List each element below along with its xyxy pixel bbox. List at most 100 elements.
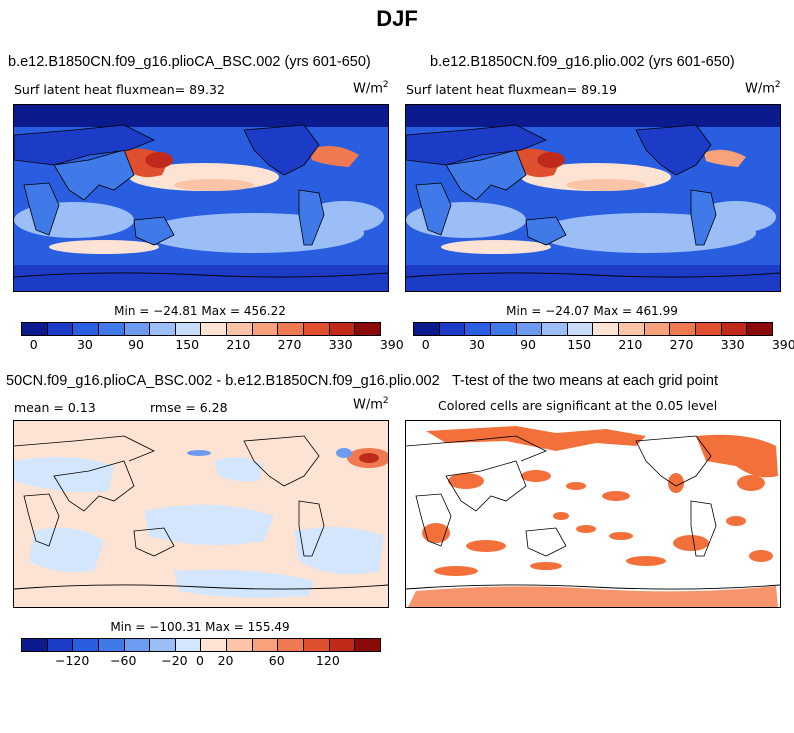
southern-warm-band: [49, 240, 159, 254]
colorbar-tick-label: 210: [226, 337, 251, 352]
australia-coast: [525, 527, 567, 557]
colorbar-ticks-top-right: 0 30 90 150 210 270 330 390: [413, 337, 794, 352]
antarctica-coast: [406, 272, 780, 278]
south-atlantic-band: [304, 201, 384, 233]
diff-negative-6: [214, 457, 264, 482]
colorbar-swatch: [304, 639, 330, 651]
colorbar-tick-label: −60: [110, 653, 137, 668]
south-america-landmass: [690, 189, 717, 246]
colorbar-tick-label: 210: [618, 337, 643, 352]
africa-coast: [415, 493, 452, 547]
kuroshio-core: [537, 152, 565, 168]
panel-subtitle-bottom-right: Colored cells are significant at the 0.0…: [438, 398, 718, 413]
eurasia-north: [14, 124, 155, 166]
colorbar-swatch: [47, 639, 74, 651]
africa-landmass: [415, 182, 452, 236]
rmse-label: rmse = 6.28: [150, 400, 228, 415]
colorbar-tick-label: 330: [328, 337, 353, 352]
colorbar-swatch: [201, 639, 228, 651]
colorbar-swatch: [439, 323, 466, 335]
panel-subtitle-top-left: Surf latent heat fluxmean= 89.32: [14, 82, 225, 97]
colorbar-tick-label: 0: [421, 337, 430, 352]
colorbar-tick-label: 90: [128, 337, 145, 352]
colorbar-swatch: [593, 323, 620, 335]
colorbar-swatch: [278, 323, 305, 335]
panel-title-top-right: b.e12.B1850CN.f09_g16.plio.002 (yrs 601-…: [430, 54, 735, 70]
kuroshio-core: [145, 152, 173, 168]
asia-coast: [445, 460, 527, 512]
colorbar-bottom-left: [21, 638, 381, 652]
north-america-landmass: [635, 124, 712, 176]
colorbar-tick-label: −120: [54, 653, 90, 668]
units-label-bottom-left: W/m2: [353, 396, 389, 413]
colorbar-swatch: [98, 323, 125, 335]
colorbar-tick-label: −20: [161, 653, 188, 668]
panel-title-bottom-left: 50CN.f09_g16.plioCA_BSC.002 - b.e12.B185…: [6, 373, 440, 389]
colorbar-swatch: [567, 323, 594, 335]
colorbar-tick-label: 270: [277, 337, 302, 352]
panel-title-bottom-right: T-test of the two means at each grid poi…: [452, 373, 718, 389]
gulf-stream-hotspot: [704, 149, 746, 167]
colorbar-swatch: [304, 323, 330, 335]
colorbar-swatch: [124, 323, 151, 335]
colorbar-swatch: [175, 639, 202, 651]
minmax-top-left: Min = −24.81 Max = 456.22: [114, 304, 286, 318]
gulf-stream-hotspot: [309, 146, 359, 167]
colorbar-swatch: [355, 323, 380, 335]
map-top-left-svg: [14, 105, 388, 291]
north-america-coast: [635, 435, 712, 487]
minmax-bottom-left: Min = −100.31 Max = 155.49: [110, 620, 290, 634]
colorbar-tick-label: 0: [196, 653, 204, 668]
australia-landmass: [525, 216, 567, 246]
eurasia-north-coast: [14, 435, 155, 462]
colorbar-swatch: [150, 639, 176, 651]
south-america-coast: [298, 500, 325, 557]
antarctic-band: [14, 265, 388, 291]
antarctica-coast: [14, 584, 388, 590]
diff-negative-2: [144, 504, 274, 545]
asia-landmass: [445, 149, 527, 201]
colorbar-swatch: [124, 639, 151, 651]
africa-landmass: [23, 182, 60, 236]
colorbar-swatch: [465, 323, 491, 335]
diff-negative-4: [294, 527, 384, 575]
colorbar-swatch: [278, 639, 305, 651]
panel-subtitle-top-right: Surf latent heat fluxmean= 89.19: [406, 82, 617, 97]
australia-coast: [133, 527, 175, 557]
minmax-top-right: Min = −24.07 Max = 461.99: [506, 304, 678, 318]
map-bottom-right-svg: [406, 421, 780, 607]
map-bottom-right: [405, 420, 781, 608]
colorbar-swatch: [98, 639, 125, 651]
colorbar-tick-label: 150: [567, 337, 592, 352]
colorbar-top-right: [413, 322, 773, 336]
colorbar-swatch: [22, 639, 48, 651]
antarctica-coast: [14, 272, 388, 278]
colorbar-swatch: [175, 323, 202, 335]
figure-title: DJF: [376, 6, 418, 31]
colorbar-ticks-top-left: 0 30 90 150 210 270 330 390: [21, 337, 404, 352]
colorbar-swatch: [252, 639, 279, 651]
colorbar-swatch: [542, 323, 568, 335]
colorbar-swatch: [47, 323, 74, 335]
asia-landmass: [53, 149, 135, 201]
map-bottom-left-svg: [14, 421, 388, 607]
units-label-top-right: W/m2: [745, 80, 781, 97]
eurasia-north: [406, 124, 547, 166]
colorbar-swatch: [490, 323, 517, 335]
diff-negative-3: [29, 527, 104, 573]
colorbar-tick-label: 150: [175, 337, 200, 352]
units-label-top-left: W/m2: [353, 80, 389, 97]
colorbar-tick-label: 0: [29, 337, 38, 352]
panel-title-top-left: b.e12.B1850CN.f09_g16.plioCA_BSC.002 (yr…: [8, 54, 371, 70]
colorbar-swatch: [355, 639, 380, 651]
colorbar-swatch: [619, 323, 645, 335]
colorbar-tick-label: 390: [771, 337, 794, 352]
negative-anomaly-na: [336, 448, 352, 458]
colorbar-tick-label: 390: [379, 337, 404, 352]
colorbar-swatch: [721, 323, 748, 335]
colorbar-swatch: [201, 323, 228, 335]
north-america-landmass: [243, 124, 320, 176]
north-pacific-warm-core: [566, 179, 646, 191]
colorbar-tick-label: 20: [217, 653, 234, 668]
colorbar-ticks-bottom-left: −120 −60 −20 0 20 60 120: [21, 653, 381, 668]
